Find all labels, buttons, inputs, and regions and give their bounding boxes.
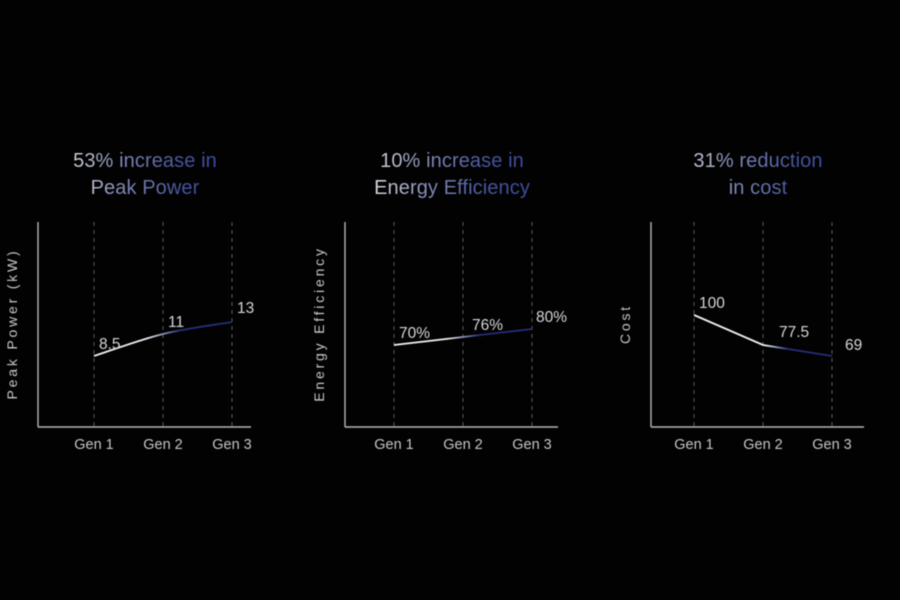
svg-text:Cost: Cost — [617, 304, 633, 344]
svg-text:Gen 3: Gen 3 — [812, 437, 852, 453]
svg-text:8.5: 8.5 — [99, 336, 121, 353]
svg-text:70%: 70% — [399, 325, 430, 342]
svg-text:100: 100 — [699, 295, 725, 312]
svg-text:Gen 2: Gen 2 — [743, 437, 783, 453]
svg-text:Gen 3: Gen 3 — [512, 437, 552, 453]
svg-text:Gen 1: Gen 1 — [374, 437, 414, 453]
svg-text:77.5: 77.5 — [779, 324, 809, 341]
svg-text:13: 13 — [237, 300, 254, 317]
svg-text:76%: 76% — [472, 317, 503, 334]
svg-text:Gen 2: Gen 2 — [443, 437, 483, 453]
svg-text:Peak Power (kW): Peak Power (kW) — [4, 249, 20, 400]
svg-text:Gen 1: Gen 1 — [74, 437, 114, 453]
svg-text:Gen 3: Gen 3 — [212, 437, 252, 453]
svg-text:Gen 1: Gen 1 — [674, 437, 714, 453]
svg-text:Energy Efficiency: Energy Efficiency — [311, 246, 327, 402]
svg-text:80%: 80% — [536, 309, 567, 326]
svg-text:69: 69 — [845, 337, 862, 354]
svg-text:Gen 2: Gen 2 — [143, 437, 183, 453]
svg-text:11: 11 — [168, 314, 184, 331]
